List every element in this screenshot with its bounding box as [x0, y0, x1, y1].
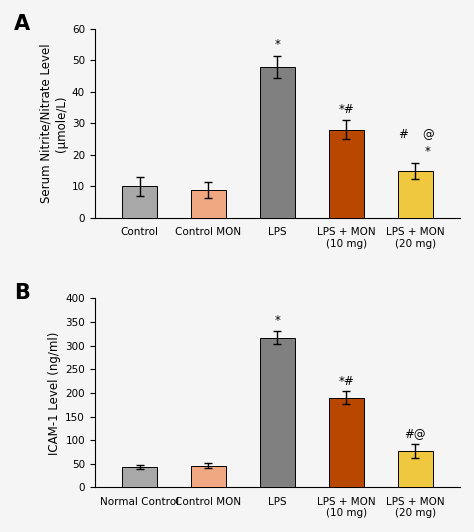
- Text: *#: *#: [338, 103, 354, 115]
- Y-axis label: Serum Nitrite/Nitrate Level
(μmole/L): Serum Nitrite/Nitrate Level (μmole/L): [40, 44, 68, 203]
- Bar: [260, 66, 295, 218]
- Text: *: *: [425, 145, 431, 158]
- Bar: [398, 451, 433, 487]
- Text: *: *: [274, 314, 280, 327]
- Text: *: *: [274, 38, 280, 51]
- Bar: [191, 189, 226, 218]
- Text: #: #: [398, 128, 408, 141]
- Bar: [122, 187, 157, 218]
- Bar: [398, 171, 433, 218]
- Text: B: B: [14, 283, 30, 303]
- Bar: [329, 130, 364, 218]
- Text: #@: #@: [404, 427, 426, 440]
- Bar: [329, 397, 364, 487]
- Text: A: A: [14, 14, 30, 34]
- Text: @: @: [422, 128, 434, 141]
- Bar: [191, 466, 226, 487]
- Text: *#: *#: [338, 375, 354, 388]
- Y-axis label: ICAM-1 Level (ng/ml): ICAM-1 Level (ng/ml): [48, 331, 61, 454]
- Bar: [260, 337, 295, 487]
- Bar: [122, 467, 157, 487]
